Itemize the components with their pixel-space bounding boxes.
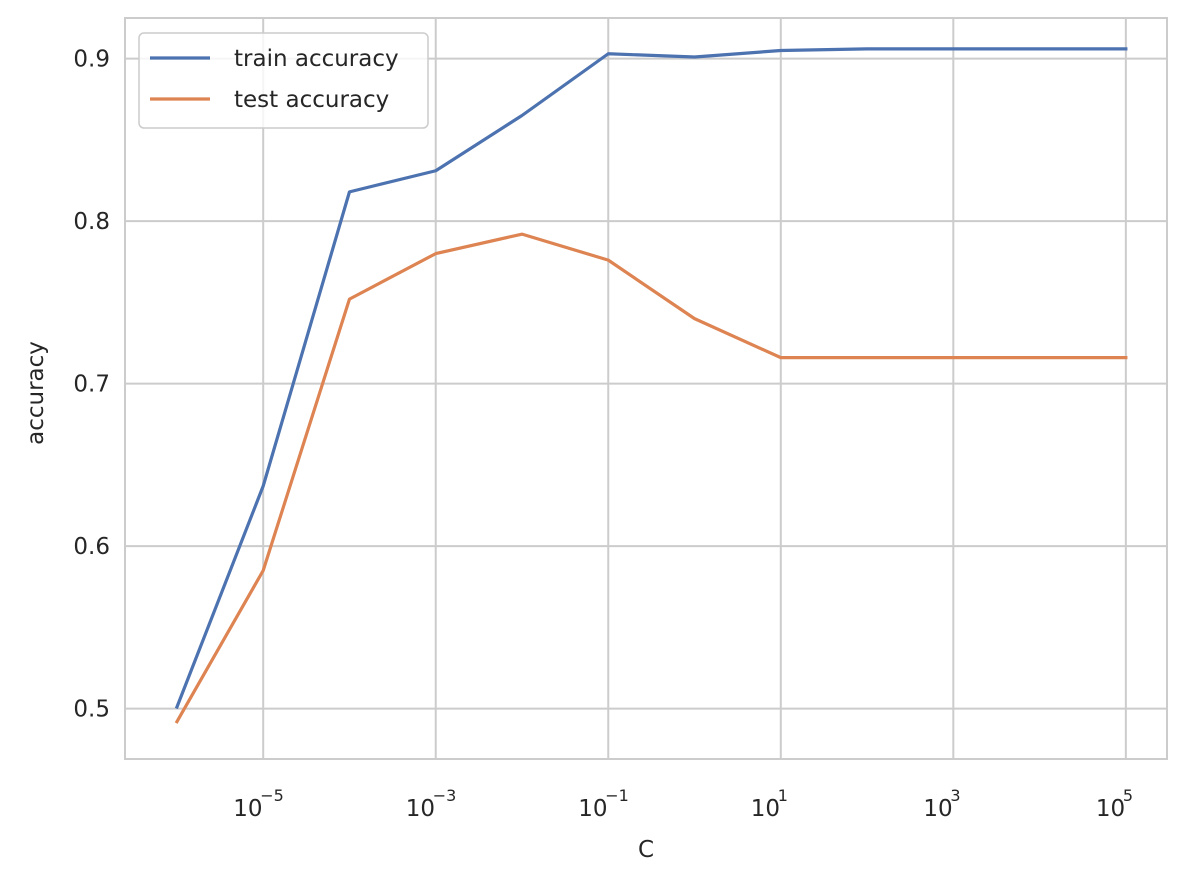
x-tick-exponent: −5 — [260, 786, 284, 805]
y-tick-label: 0.9 — [73, 47, 110, 73]
legend: train accuracy test accuracy — [138, 32, 429, 129]
legend-frame — [138, 32, 429, 129]
x-tick-exponent: 3 — [950, 786, 960, 805]
legend-label-train-accuracy: train accuracy — [234, 46, 399, 72]
x-tick-label: 101 — [751, 786, 788, 822]
series-line-test-accuracy — [174, 232, 1128, 724]
x-tick-exponent: 5 — [1123, 786, 1133, 805]
y-tick-label: 0.5 — [73, 697, 110, 723]
y-tick-label: 0.7 — [73, 372, 110, 398]
x-axis-label: C — [638, 837, 654, 863]
x-tick-exponent: −1 — [605, 786, 629, 805]
x-tick-label: 103 — [923, 786, 960, 822]
grid-layer — [125, 18, 1167, 759]
x-tick-label: 10−1 — [578, 786, 629, 822]
y-tick-labels: 0.5 0.6 0.7 0.8 0.9 — [73, 47, 110, 723]
x-tick-base: 10 — [1096, 796, 1125, 822]
x-tick-base: 10 — [923, 796, 952, 822]
x-tick-base: 10 — [233, 796, 262, 822]
x-tick-base: 10 — [406, 796, 435, 822]
x-tick-label: 105 — [1096, 786, 1133, 822]
y-tick-label: 0.6 — [73, 534, 110, 560]
y-tick-label: 0.8 — [73, 209, 110, 235]
x-tick-exponent: −3 — [433, 786, 457, 805]
x-tick-base: 10 — [751, 796, 780, 822]
series-line-train-accuracy — [174, 47, 1128, 710]
series-layer — [174, 47, 1128, 724]
x-tick-exponent: 1 — [778, 786, 788, 805]
y-axis-label: accuracy — [23, 341, 49, 445]
x-tick-label: 10−5 — [233, 786, 284, 822]
x-tick-base: 10 — [578, 796, 607, 822]
x-tick-label: 10−3 — [406, 786, 457, 822]
legend-label-test-accuracy: test accuracy — [234, 87, 389, 113]
plot-frame — [124, 17, 1168, 760]
